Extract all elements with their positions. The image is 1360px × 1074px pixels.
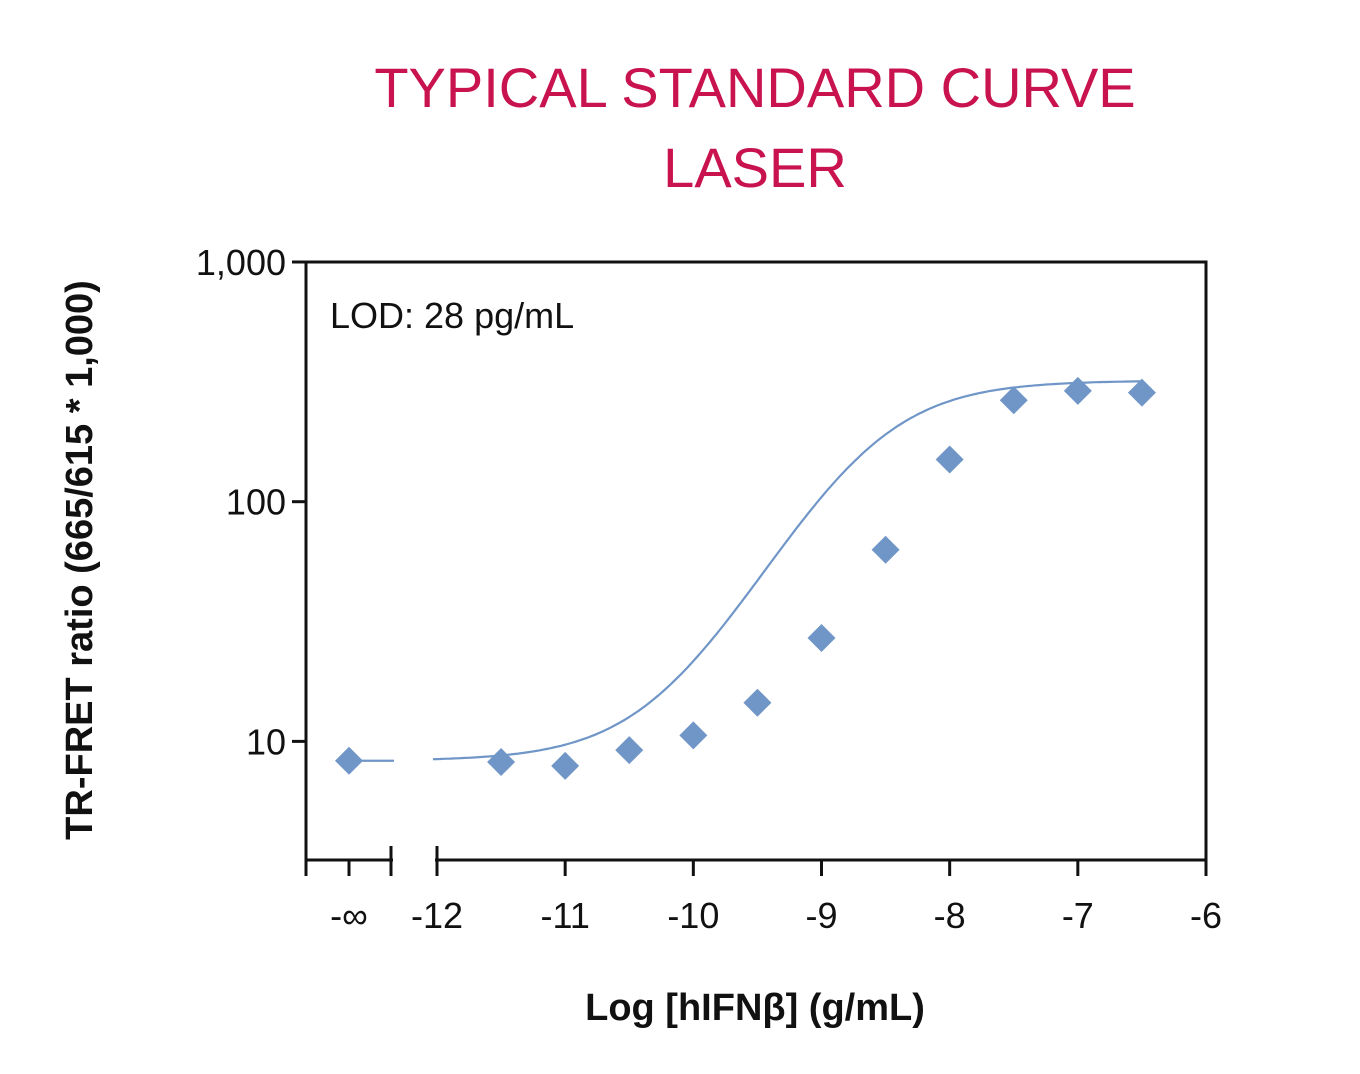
data-point [1063, 376, 1092, 405]
y-tick-label: 10 [246, 721, 286, 762]
y-tick-label: 100 [226, 482, 286, 523]
x-tick-label: -12 [411, 895, 463, 936]
x-tick-label: -9 [805, 895, 837, 936]
x-axis: -∞ -12 -11 -10 -9 -8 -7 -6 [304, 846, 1222, 936]
data-point [615, 736, 644, 765]
data-point [935, 445, 964, 474]
x-axis-label: Log [hIFNβ] (g/mL) [585, 987, 925, 1029]
x-tick-label: -11 [540, 895, 589, 936]
x-tick-label: -8 [934, 895, 966, 936]
data-point [743, 688, 772, 717]
x-tick-label: -10 [667, 895, 719, 936]
y-tick-label: 1,000 [196, 242, 286, 283]
data-point [1127, 378, 1156, 407]
data-markers [335, 376, 1156, 780]
data-point [807, 623, 836, 652]
chart-title-line-2: LASER [663, 136, 847, 199]
axis-break-gap [393, 856, 435, 864]
plot-frame [304, 260, 1208, 862]
y-axis: 10 100 1,000 [196, 242, 306, 762]
x-tick-label: -6 [1190, 895, 1222, 936]
data-point [999, 386, 1028, 415]
x-tick-label-neg-inf: -∞ [330, 895, 368, 936]
fit-curve [432, 380, 1142, 761]
chart-title-line-1: TYPICAL STANDARD CURVE [374, 56, 1135, 119]
data-point-neg-inf [335, 746, 363, 775]
data-point [679, 721, 708, 750]
lod-annotation: LOD: 28 pg/mL [330, 295, 574, 336]
data-point [871, 535, 900, 564]
y-axis-label: TR-FRET ratio (665/615 * 1,000) [59, 280, 101, 840]
data-point [487, 748, 516, 777]
x-tick-label: -7 [1062, 895, 1094, 936]
data-point [551, 751, 580, 780]
